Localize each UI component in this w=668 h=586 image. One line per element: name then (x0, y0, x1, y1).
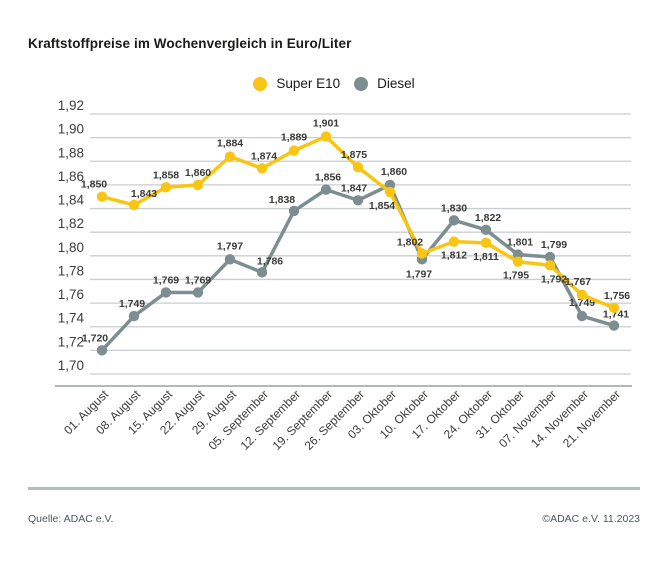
super-e10-data-point (192, 179, 204, 191)
diesel-data-point (576, 310, 588, 322)
super-e10-data-point (416, 248, 428, 259)
footer-copyright: ©ADAC e.V. 11.2023 (542, 513, 640, 525)
y-axis-tick-label: 1,76 (58, 287, 84, 302)
footer-divider (28, 487, 640, 490)
y-axis-tick-label: 1,90 (58, 122, 84, 137)
diesel-data-label: 1,860 (381, 166, 407, 178)
super-e10-swatch-icon (253, 76, 268, 91)
diesel-data-label: 1,749 (119, 298, 145, 310)
diesel-data-label: 1,786 (257, 255, 283, 267)
footer-source: Quelle: ADAC e.V. (28, 513, 114, 525)
diesel-data-label: 1,838 (269, 194, 295, 206)
super-e10-data-label: 1,767 (565, 276, 591, 288)
diesel-swatch-icon (354, 76, 369, 91)
diesel-data-label: 1,720 (82, 332, 108, 344)
diesel-data-label: 1,847 (341, 182, 367, 194)
y-axis-tick-label: 1,74 (58, 311, 85, 326)
super-e10-data-point (160, 182, 172, 193)
super-e10-data-label: 1,884 (217, 138, 243, 150)
diesel-line (100, 183, 616, 353)
diesel-data-point (128, 310, 140, 322)
diesel-data-label: 1,830 (441, 202, 467, 214)
super-e10-data-point (448, 236, 460, 247)
legend-item-diesel: Diesel (354, 76, 415, 91)
super-e10-data-label: 1,860 (185, 167, 211, 179)
super-e10-data-point (256, 163, 268, 174)
diesel-data-label: 1,797 (217, 240, 243, 252)
diesel-data-point (608, 320, 620, 331)
super-e10-data-label: 1,792 (541, 273, 567, 285)
super-e10-data-label: 1,854 (369, 200, 395, 212)
super-e10-data-label: 1,901 (313, 117, 339, 129)
diesel-data-point (160, 287, 172, 298)
super-e10-data-point (480, 237, 492, 249)
chart-legend: Super E10 Diesel (0, 76, 668, 91)
diesel-data-point (224, 254, 236, 265)
legend-label-diesel: Diesel (377, 76, 415, 91)
diesel-data-point (192, 287, 204, 298)
diesel-data-label: 1,856 (315, 172, 341, 184)
diesel-data-point (544, 251, 556, 263)
super-e10-data-label: 1,756 (604, 290, 630, 302)
diesel-data-label: 1,741 (603, 309, 629, 321)
super-e10-data-label: 1,795 (503, 270, 529, 282)
super-e10-data-point (352, 161, 364, 173)
diesel-data-label: 1,769 (153, 274, 179, 286)
super-e10-data-label: 1,889 (281, 132, 307, 144)
y-axis-tick-label: 1,70 (58, 358, 84, 373)
y-axis-tick-label: 1,78 (58, 263, 84, 278)
super-e10-data-label: 1,812 (441, 250, 467, 262)
diesel-data-label: 1,801 (507, 237, 533, 249)
super-e10-data-point (128, 199, 140, 211)
diesel-data-label: 1,799 (541, 239, 567, 251)
super-e10-data-point (544, 260, 556, 271)
super-e10-data-label: 1,875 (341, 149, 367, 161)
super-e10-data-point (608, 302, 620, 314)
super-e10-data-label: 1,858 (153, 169, 179, 181)
diesel-data-label: 1,822 (475, 212, 501, 224)
super-e10-data-label: 1,802 (397, 236, 423, 248)
diesel-data-point (448, 215, 460, 226)
diesel-data-point (352, 195, 364, 206)
y-axis-tick-label: 1,92 (58, 98, 84, 113)
super-e10-data-label: 1,811 (473, 251, 499, 263)
y-axis-tick-label: 1,86 (58, 169, 84, 184)
diesel-data-point (256, 267, 268, 278)
legend-label-super-e10: Super E10 (276, 76, 341, 91)
diesel-data-point (288, 205, 300, 217)
diesel-data-label: 1,749 (569, 297, 595, 309)
super-e10-data-point (288, 145, 300, 156)
super-e10-data-point (384, 186, 396, 198)
chart-title: Kraftstoffpreise im Wochenvergleich in E… (28, 36, 352, 51)
super-e10-data-label: 1,843 (131, 188, 157, 200)
diesel-data-point (96, 345, 108, 356)
diesel-data-point (320, 184, 332, 195)
y-axis-tick-label: 1,80 (58, 240, 84, 255)
diesel-data-point (480, 224, 492, 236)
super-e10-data-point (320, 131, 332, 142)
super-e10-data-label: 1,850 (81, 179, 107, 191)
super-e10-data-point (96, 191, 108, 202)
super-e10-data-label: 1,874 (251, 150, 277, 162)
legend-item-super-e10: Super E10 (253, 76, 340, 91)
super-e10-data-point (576, 289, 588, 301)
super-e10-data-point (512, 256, 524, 267)
diesel-data-label: 1,769 (185, 274, 211, 286)
super-e10-data-point (224, 151, 236, 162)
y-axis-tick-label: 1,72 (58, 334, 84, 349)
y-axis-tick-label: 1,82 (58, 216, 84, 231)
y-axis-tick-label: 1,84 (58, 193, 85, 208)
diesel-data-label: 1,797 (406, 268, 432, 280)
y-axis-tick-label: 1,88 (58, 145, 84, 160)
